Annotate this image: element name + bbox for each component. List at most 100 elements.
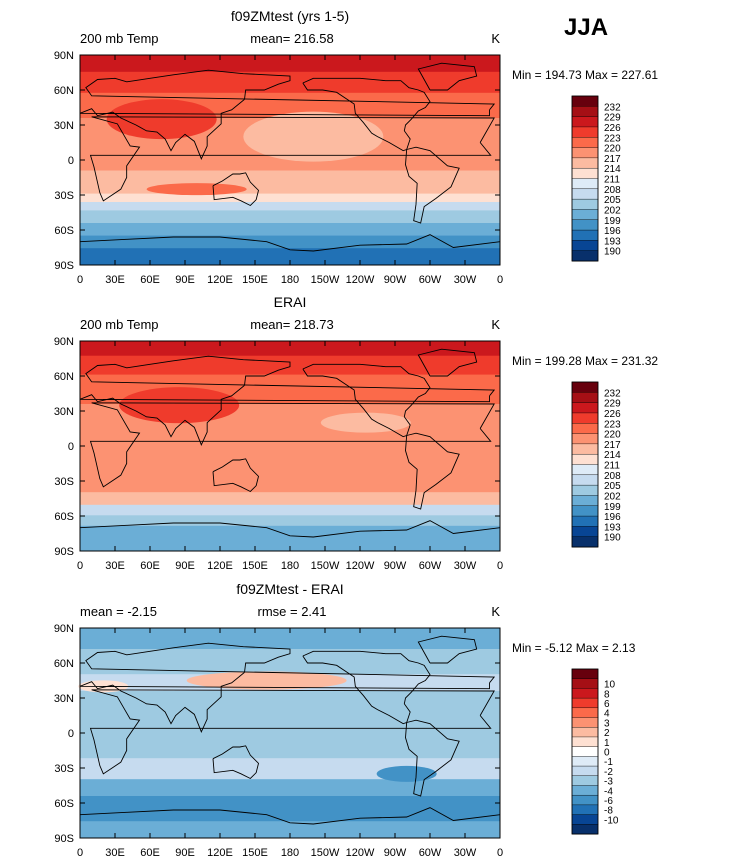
panel-units-label: K [491,317,500,332]
panel-3: f09ZMtest - ERAI mean = -2.15 rmse = 2.41 K… [54,581,636,859]
lon-tick-label: 90W [384,560,407,572]
lon-tick-label: 60W [419,274,442,286]
coastline [79,234,501,252]
lon-tick-label: 120W [346,560,375,572]
colorbar-box [571,505,599,517]
panel-center-label: mean= 216.58 [250,31,333,46]
colorbar-label: 199 [604,502,621,513]
colorbar-label: 4 [604,709,610,720]
colorbar-label: 229 [604,399,621,410]
lon-tick-label: 90W [384,274,407,286]
colorbar-box [571,188,599,200]
colorbar-box [571,198,599,210]
coastline [417,62,478,91]
panel-center-label: mean= 218.73 [250,317,333,332]
colorbar-box [571,515,599,527]
colorbar-box [571,137,599,149]
lon-tick-label: 60E [140,560,160,572]
lon-tick-label: 150W [311,847,340,859]
colorbar-box [571,727,599,738]
panel-title: ERAI [274,294,307,310]
colorbar-box [571,157,599,169]
contour-band [80,193,500,203]
contour-blob [119,387,240,424]
colorbar-box [571,402,599,414]
colorbar-box [571,219,599,231]
colorbar-box [571,484,599,496]
panel-title: f09ZMtest - ERAI [236,581,343,597]
lon-tick-label: 150W [311,560,340,572]
contour-band [80,691,500,759]
lon-tick-label: 120W [346,847,375,859]
min-max-label: Min = 199.28 Max = 231.32 [512,354,658,368]
colorbar-box [571,775,599,786]
colorbar-box [571,717,599,728]
colorbar-box [571,178,599,190]
coastline [79,355,496,446]
lon-tick-label: 30W [454,847,477,859]
colorbar-box [571,209,599,221]
coastline [212,745,259,780]
colorbar-box [571,381,599,393]
colorbar-label: -8 [604,806,613,817]
coastline [79,807,501,825]
colorbar-box [571,736,599,748]
colorbar-label: 193 [604,522,621,533]
colorbar-label: -1 [604,757,613,768]
contour-band [80,515,500,527]
colorbar-label: 211 [604,461,620,472]
colorbar-label: 0 [604,748,610,759]
colorbar-box [571,240,599,252]
colorbar-label: -10 [604,815,619,826]
min-max-label: Min = 194.73 Max = 227.61 [512,68,658,82]
colorbar-label: 217 [604,440,621,451]
contour-blob [243,111,384,162]
colorbar-label: 232 [604,388,621,399]
lon-tick-label: 30E [105,847,125,859]
colorbar-box [571,412,599,424]
season-title: JJA [564,14,609,41]
lon-tick-label: 30W [454,560,477,572]
colorbar-label: 229 [604,113,621,124]
lat-tick-label: 0 [68,728,74,740]
colorbar-label: 214 [604,450,621,461]
lat-tick-label: 90N [54,623,74,635]
colorbar-label: 226 [604,123,621,134]
coastline [302,363,431,438]
colorbar-box [571,229,599,241]
lat-tick-label: 90S [54,833,74,845]
contour-blob [186,671,347,690]
lon-tick-label: 180 [281,274,299,286]
lon-tick-label: 60E [140,274,160,286]
coastline [302,77,431,152]
colorbar-box [571,126,599,138]
contour-band [80,504,500,516]
colorbar-box [571,95,599,107]
colorbar-box [571,423,599,435]
colorbar-label: 199 [604,216,621,227]
colorbar-label: 3 [604,718,610,729]
lon-tick-label: 150E [242,274,268,286]
lon-tick-label: 30E [105,560,125,572]
contour-band [80,492,500,506]
lon-tick-label: 120W [346,274,375,286]
panel-left-label: 200 mb Temp [80,31,159,46]
lon-tick-label: 150W [311,274,340,286]
lon-tick-label: 90E [175,847,195,859]
lon-tick-label: 90E [175,274,195,286]
colorbar-label: 226 [604,409,621,420]
panel-2: ERAI 200 mb Temp mean= 218.73 K 0 30E 60E 90E 12… [54,294,659,572]
colorbar-label: 205 [604,195,621,206]
lon-tick-label: 30W [454,274,477,286]
lat-tick-label: 60S [54,511,74,523]
lat-tick-label: 30N [54,120,74,132]
colorbar-label: 202 [604,205,621,216]
colorbar-frame [571,381,599,548]
colorbar-label: 2 [604,728,610,739]
contour-band [80,202,500,211]
colorbar-box [571,464,599,476]
lon-tick-label: 120E [207,274,233,286]
coastline [405,719,460,797]
coastline [89,689,495,775]
lon-tick-label: 90W [384,847,407,859]
